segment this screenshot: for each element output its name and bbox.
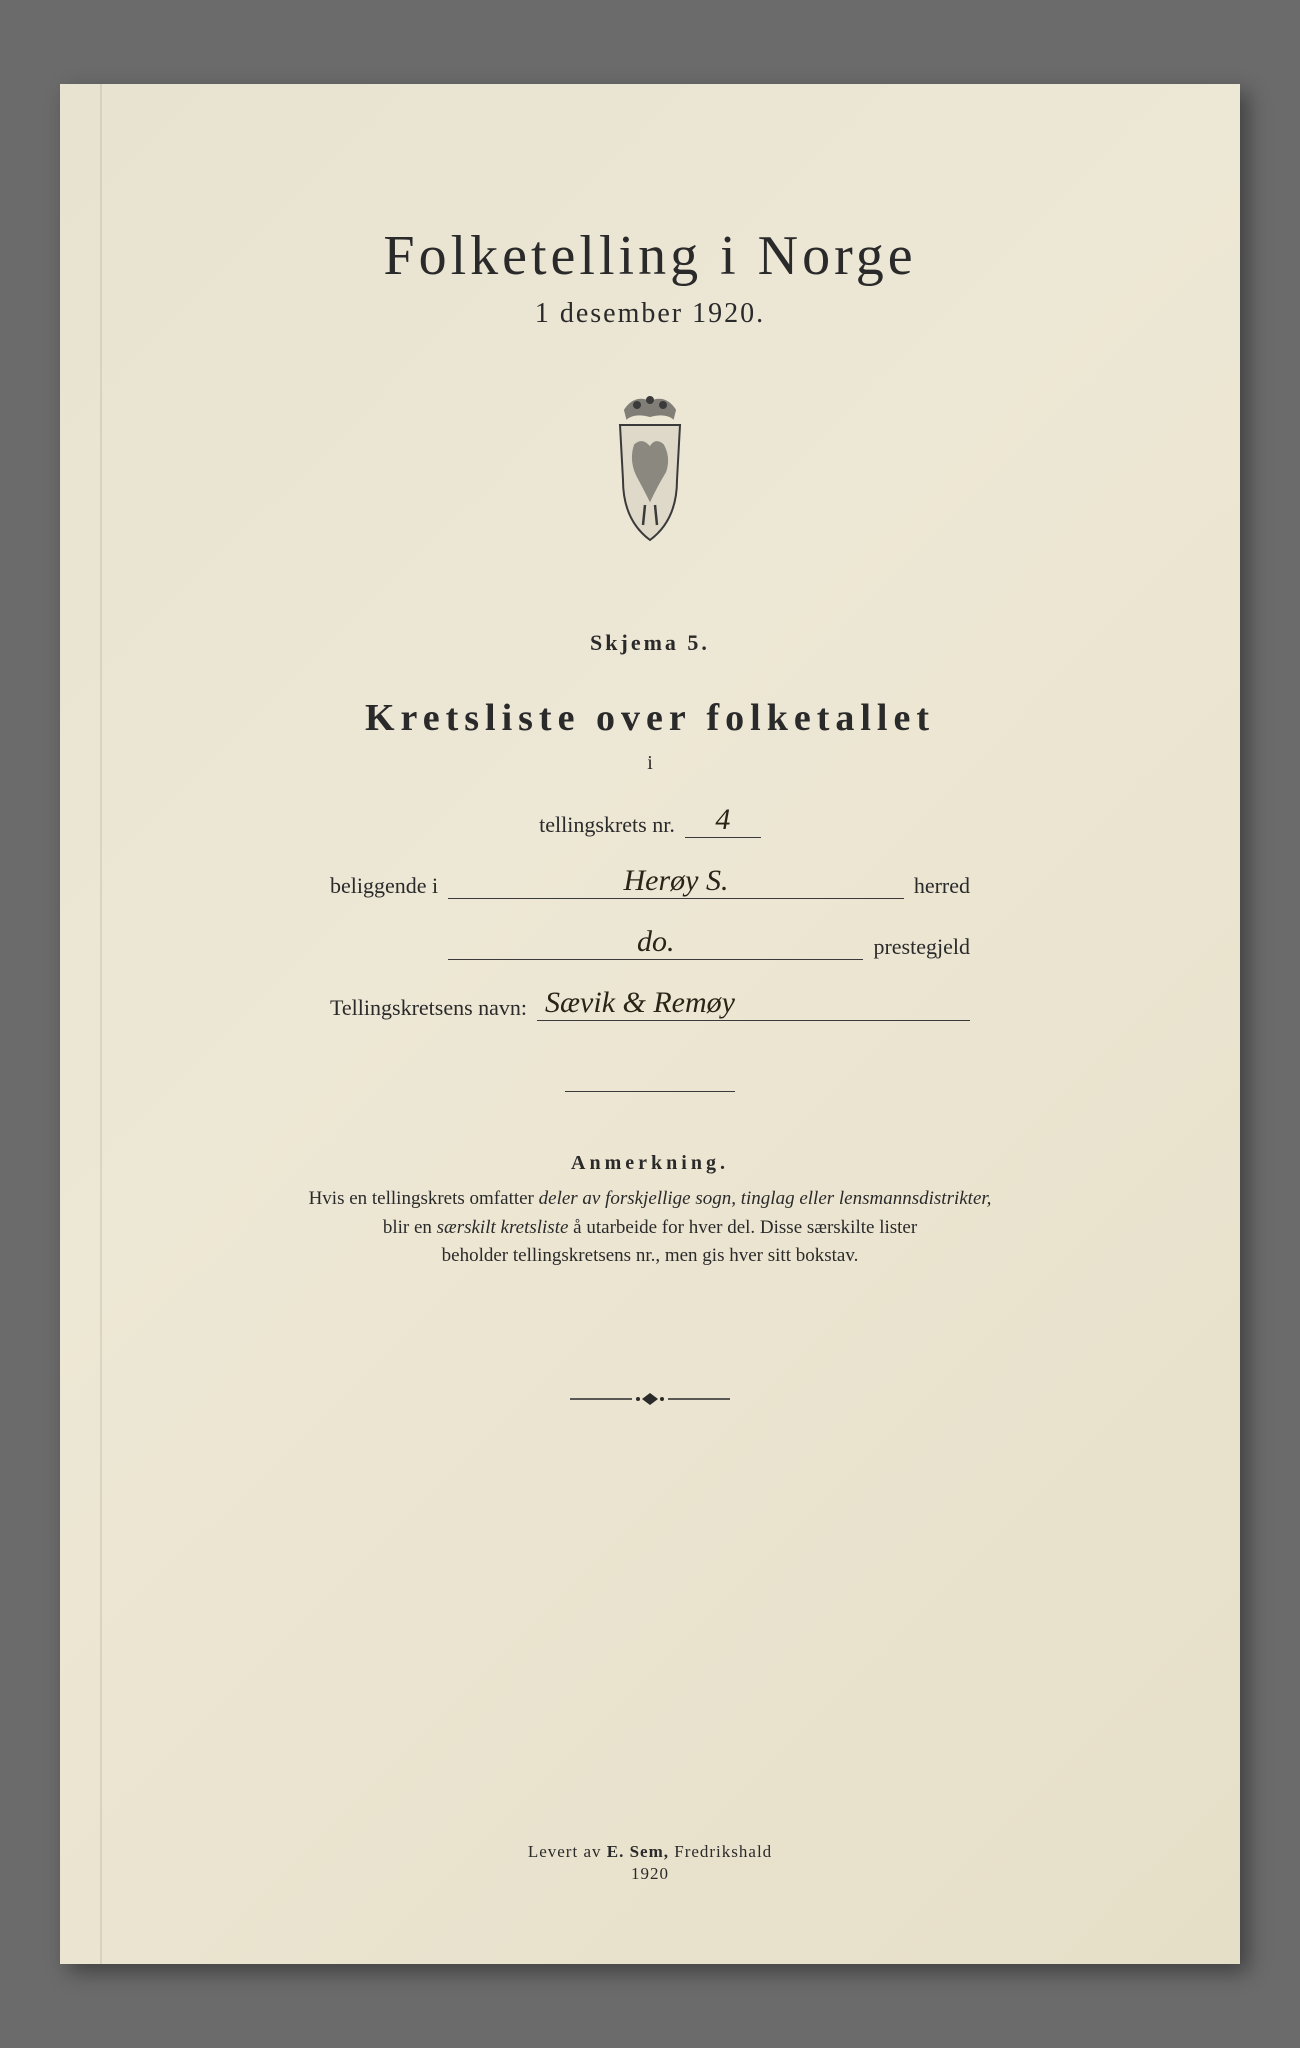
coat-of-arms-icon [180,390,1120,550]
main-title: Folketelling i Norge [180,224,1120,288]
form-line-herred: beliggende i Herøy S. herred [330,866,970,899]
note-body: Hvis en tellingskrets omfatter deler av … [240,1185,1060,1271]
schema-label: Skjema 5. [180,630,1120,656]
prestegjeld-value: do. [448,927,863,960]
form-line-navn: Tellingskretsens navn: Sævik & Remøy [330,988,970,1021]
census-document: Folketelling i Norge 1 desember 1920. Sk… [60,84,1240,1964]
krets-value: 4 [685,805,761,838]
note-text-2b: å utarbeide for hver del. Disse særskilt… [568,1217,917,1238]
footer: Levert av E. Sem, Fredrikshald 1920 [60,1842,1240,1884]
navn-value: Sævik & Remøy [537,988,970,1021]
prestegjeld-label: prestegjeld [873,934,970,960]
herred-label: herred [914,873,970,899]
footer-year: 1920 [60,1864,1240,1884]
ornament-icon [180,1391,1120,1407]
beliggende-label: beliggende i [330,873,438,899]
section-title: Kretsliste over folketallet [180,696,1120,740]
krets-label: tellingskrets nr. [539,812,675,838]
footer-publisher: E. Sem, [607,1842,669,1861]
note-text-3: beholder tellingskretsens nr., men gis h… [442,1245,859,1266]
note-text-1a: Hvis en tellingskrets omfatter [309,1188,539,1209]
divider-line [565,1091,735,1092]
footer-text-a: Levert av [528,1842,607,1861]
beliggende-value: Herøy S. [448,866,904,899]
note-title: Anmerkning. [180,1152,1120,1175]
form-line-krets: tellingskrets nr. 4 [330,805,970,838]
section-sub: i [180,752,1120,775]
footer-text-b: Fredrikshald [669,1842,772,1861]
note-text-2a: blir en [383,1217,437,1238]
date-line: 1 desember 1920. [180,298,1120,330]
page-background: Folketelling i Norge 1 desember 1920. Sk… [0,0,1300,2048]
form-area: tellingskrets nr. 4 beliggende i Herøy S… [330,805,970,1021]
navn-label: Tellingskretsens navn: [330,995,527,1021]
note-text-2em: særskilt kretsliste [437,1217,569,1238]
note-text-1em: deler av forskjellige sogn, tinglag elle… [539,1188,992,1209]
form-line-prestegjeld: beliggende i do. prestegjeld [330,927,970,960]
